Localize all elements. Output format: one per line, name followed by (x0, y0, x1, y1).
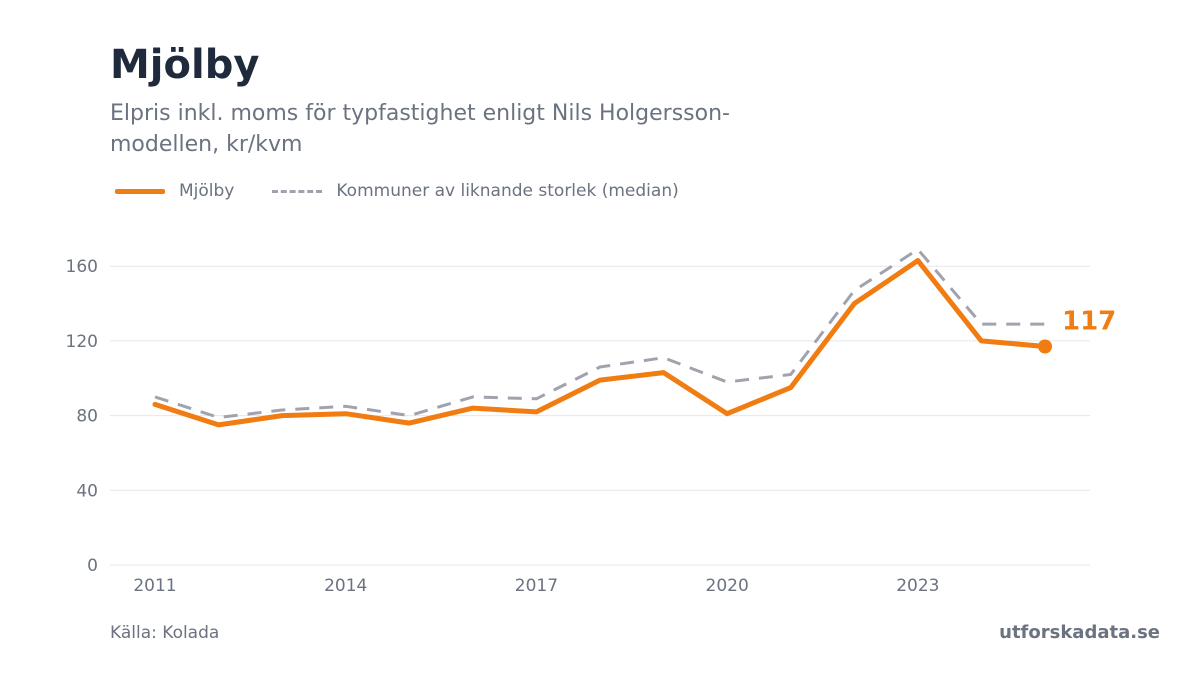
series-line-mjolby (152, 258, 1048, 428)
series-line-median (154, 247, 1045, 419)
y-tick-label: 120 (66, 332, 98, 352)
x-tick-label: 2020 (706, 576, 749, 596)
legend-label-mjolby: Mjölby (179, 181, 235, 201)
legend-item-mjolby: Mjölby (115, 181, 234, 201)
legend: Mjölby Kommuner av liknande storlek (med… (115, 178, 717, 204)
legend-label-median: Kommuner av liknande storlek (median) (336, 181, 679, 201)
legend-item-median: Kommuner av liknande storlek (median) (272, 181, 679, 201)
legend-swatch-dashed (272, 189, 323, 193)
legend-swatch-solid (115, 188, 165, 194)
x-tick-label: 2014 (324, 576, 367, 596)
source-note: Källa: Kolada (110, 623, 220, 643)
end-point-marker (1038, 339, 1052, 354)
y-tick-label: 80 (76, 407, 98, 427)
chart-title: Mjölby (110, 42, 260, 88)
x-tick-label: 2011 (133, 576, 176, 596)
y-tick-label: 0 (87, 556, 98, 576)
x-tick-label: 2023 (896, 576, 939, 596)
y-tick-label: 160 (66, 257, 98, 277)
end-value-label: 117 (1062, 307, 1116, 337)
y-tick-label: 40 (76, 481, 98, 501)
chart-subtitle: Elpris inkl. moms för typfastighet enlig… (110, 101, 730, 157)
brand-label: utforskadata.se (999, 622, 1160, 643)
x-tick-label: 2017 (515, 576, 558, 596)
